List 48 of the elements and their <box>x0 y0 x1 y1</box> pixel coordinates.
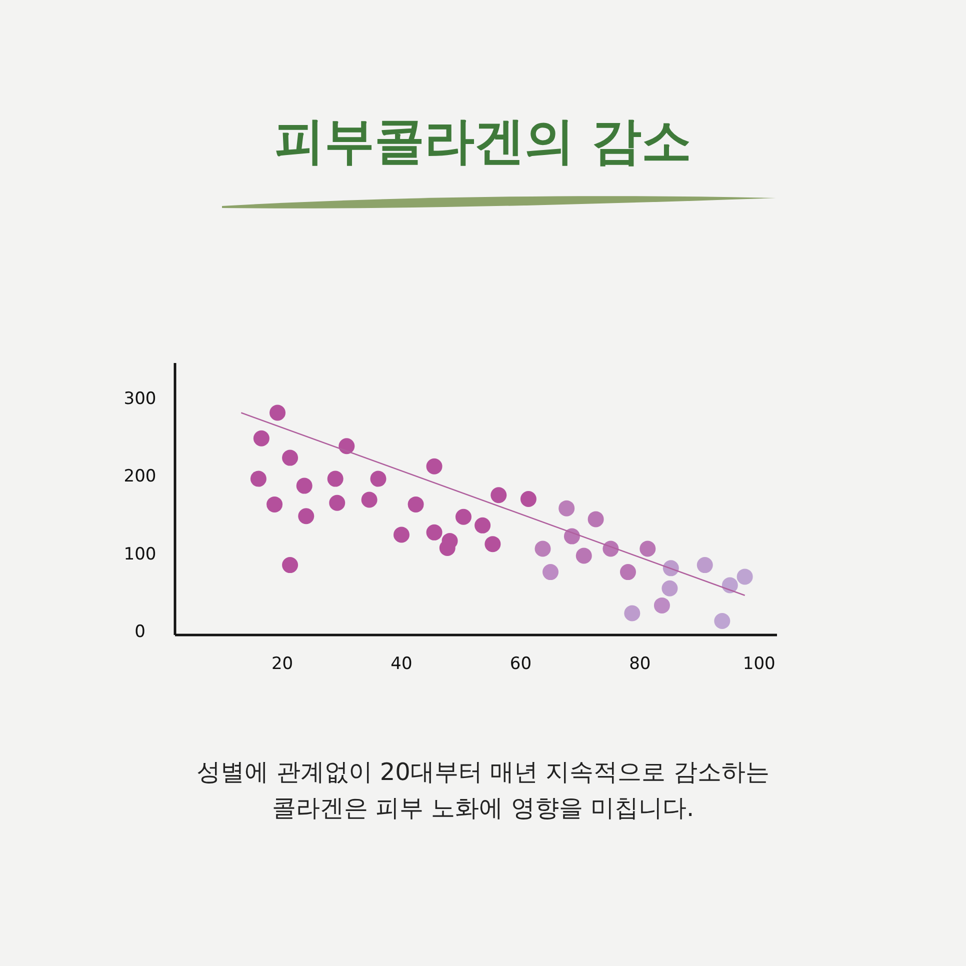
point <box>250 470 266 487</box>
point <box>520 491 536 507</box>
y-tick-label: 300 <box>124 388 156 409</box>
point <box>270 404 286 421</box>
point <box>558 500 575 516</box>
point <box>474 517 491 534</box>
point <box>253 430 270 446</box>
point <box>490 487 507 504</box>
point <box>327 470 344 487</box>
y-tick-label: 200 <box>124 466 156 487</box>
point <box>696 557 713 574</box>
x-tick-label: 100 <box>742 654 776 674</box>
point <box>640 540 656 557</box>
point <box>361 492 378 508</box>
y-tick-label: 100 <box>124 544 156 564</box>
point <box>408 496 424 512</box>
point <box>588 511 604 528</box>
chart-title: 피부콜라겐의 감소 <box>274 112 692 170</box>
point <box>282 557 298 574</box>
point <box>662 580 678 596</box>
point <box>722 577 738 594</box>
point <box>338 438 355 454</box>
x-tick-label: 60 <box>510 654 532 674</box>
point <box>266 496 283 512</box>
point <box>298 508 314 524</box>
point <box>736 568 753 585</box>
point <box>426 458 442 474</box>
point <box>455 508 472 525</box>
point <box>534 540 551 557</box>
x-tick-label: 40 <box>390 654 412 674</box>
point <box>393 526 410 543</box>
x-tick-label: 20 <box>271 654 294 674</box>
point <box>296 478 312 494</box>
point <box>564 528 580 544</box>
x-tick-label: 80 <box>629 654 651 674</box>
point <box>654 597 670 614</box>
point <box>714 613 730 630</box>
point <box>576 548 592 564</box>
point <box>484 536 501 552</box>
point <box>542 564 559 580</box>
point <box>426 524 442 540</box>
point <box>370 470 386 487</box>
point <box>620 564 636 580</box>
y-tick-label: 0 <box>134 622 146 642</box>
point <box>329 494 346 511</box>
text: 성별에 관계없이 20대부터 매년 지속적으로 감소하는 콜라겐은 피부 노화에 영향을 미칩니다. <box>196 758 770 822</box>
point <box>624 605 640 622</box>
point <box>282 450 298 466</box>
